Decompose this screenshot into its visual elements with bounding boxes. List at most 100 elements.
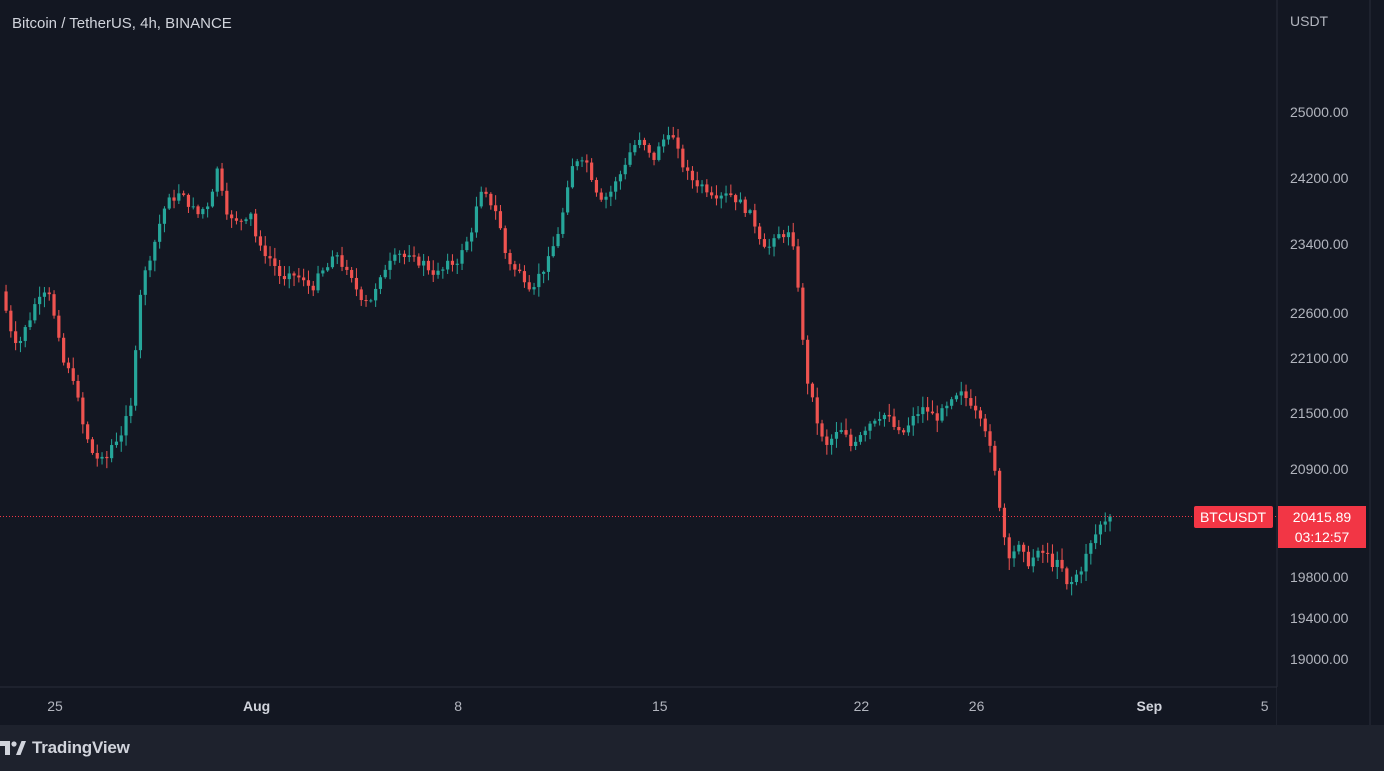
candle-body (234, 218, 239, 221)
candle-body (978, 410, 983, 419)
candle-body (402, 253, 407, 258)
candle (825, 429, 829, 455)
candle-body (489, 193, 493, 206)
x-tick-label: 15 (652, 698, 668, 714)
candle-body (225, 190, 229, 215)
candle-body (1007, 537, 1011, 559)
candle-body (4, 291, 8, 311)
candle (854, 436, 858, 450)
candle-body (566, 187, 570, 213)
candle (671, 126, 675, 140)
candle (9, 305, 13, 338)
candle (177, 184, 181, 204)
candle (844, 418, 848, 438)
candle-body (1065, 568, 1069, 585)
candle-body (249, 213, 253, 220)
candle (993, 440, 997, 476)
candle-body (129, 405, 133, 417)
candle (182, 190, 186, 197)
candle (100, 452, 104, 465)
candle (954, 392, 959, 402)
candle (42, 286, 47, 308)
time-axis[interactable]: 25 Aug 8 15 22 26 Sep 5 (47, 698, 1268, 714)
candle-body (138, 294, 143, 351)
candle-body (700, 184, 704, 187)
candle (1074, 569, 1079, 586)
candle-body (95, 452, 99, 459)
candle-body (609, 191, 613, 197)
candle-body (417, 256, 421, 266)
candle-body (527, 282, 531, 290)
candle (302, 268, 306, 287)
candle-body (830, 438, 834, 445)
candle (110, 439, 114, 463)
candle (734, 193, 738, 211)
candle-body (647, 145, 651, 153)
candle (62, 333, 66, 366)
candle (1036, 547, 1040, 562)
candle (882, 412, 887, 427)
candle-body (834, 431, 839, 439)
candle-body (681, 148, 685, 168)
x-tick-label: 5 (1261, 698, 1269, 714)
candle-body (887, 414, 891, 417)
candle-body (244, 219, 248, 222)
candle (1012, 545, 1016, 567)
candle-body (494, 205, 498, 212)
candle (1094, 524, 1098, 550)
candle (906, 417, 911, 436)
candle (479, 186, 483, 209)
candle-body (340, 255, 344, 267)
candle-body (806, 339, 810, 384)
candle-body (897, 426, 901, 431)
candle (518, 263, 522, 274)
candle (686, 159, 690, 180)
symbol-title[interactable]: Bitcoin / TetherUS, 4h, BINANCE (12, 15, 232, 32)
price-axis[interactable]: 25000.00 24200.00 23400.00 22600.00 22100.00… (1290, 104, 1349, 667)
candle-body (378, 277, 383, 289)
candle (455, 258, 459, 274)
y-tick-label: 20900.00 (1290, 461, 1349, 477)
candle-body (1055, 559, 1059, 568)
candle-body (316, 273, 320, 291)
candle (498, 205, 503, 230)
candle-body (287, 273, 291, 280)
candle-body (1070, 581, 1074, 585)
candle (436, 262, 440, 279)
candle (364, 294, 368, 307)
candle-body (791, 232, 795, 247)
candle (820, 419, 824, 442)
candle (513, 260, 517, 277)
tradingview-logo[interactable]: TradingView (0, 738, 130, 758)
symbol-tag-bg (1194, 506, 1273, 528)
candle-body (1103, 521, 1107, 525)
candle (758, 223, 762, 245)
candle-body (196, 206, 200, 215)
candle-body (86, 424, 90, 440)
candle-body (1089, 543, 1093, 554)
candle (863, 426, 867, 442)
candle (306, 270, 311, 294)
last-price-tags: BTCUSDT 20415.89 03:12:57 (1194, 506, 1366, 548)
candle-body (503, 228, 507, 254)
candle-body (33, 304, 37, 321)
candle (705, 179, 709, 198)
candle-body (455, 263, 459, 265)
candle-body (714, 195, 719, 199)
candle-body (306, 280, 311, 286)
candle (407, 245, 411, 262)
candle-body (28, 320, 32, 328)
candle (858, 431, 863, 445)
candle-body (546, 256, 551, 272)
candle-body (878, 419, 882, 421)
candle (105, 450, 109, 469)
candle (1098, 521, 1103, 545)
price-axis-unit[interactable]: USDT (1290, 13, 1329, 29)
candle-body (998, 470, 1002, 508)
candle-body (398, 253, 402, 255)
candle-body (810, 383, 815, 398)
candle-body (993, 445, 997, 471)
candle-body (748, 210, 752, 214)
